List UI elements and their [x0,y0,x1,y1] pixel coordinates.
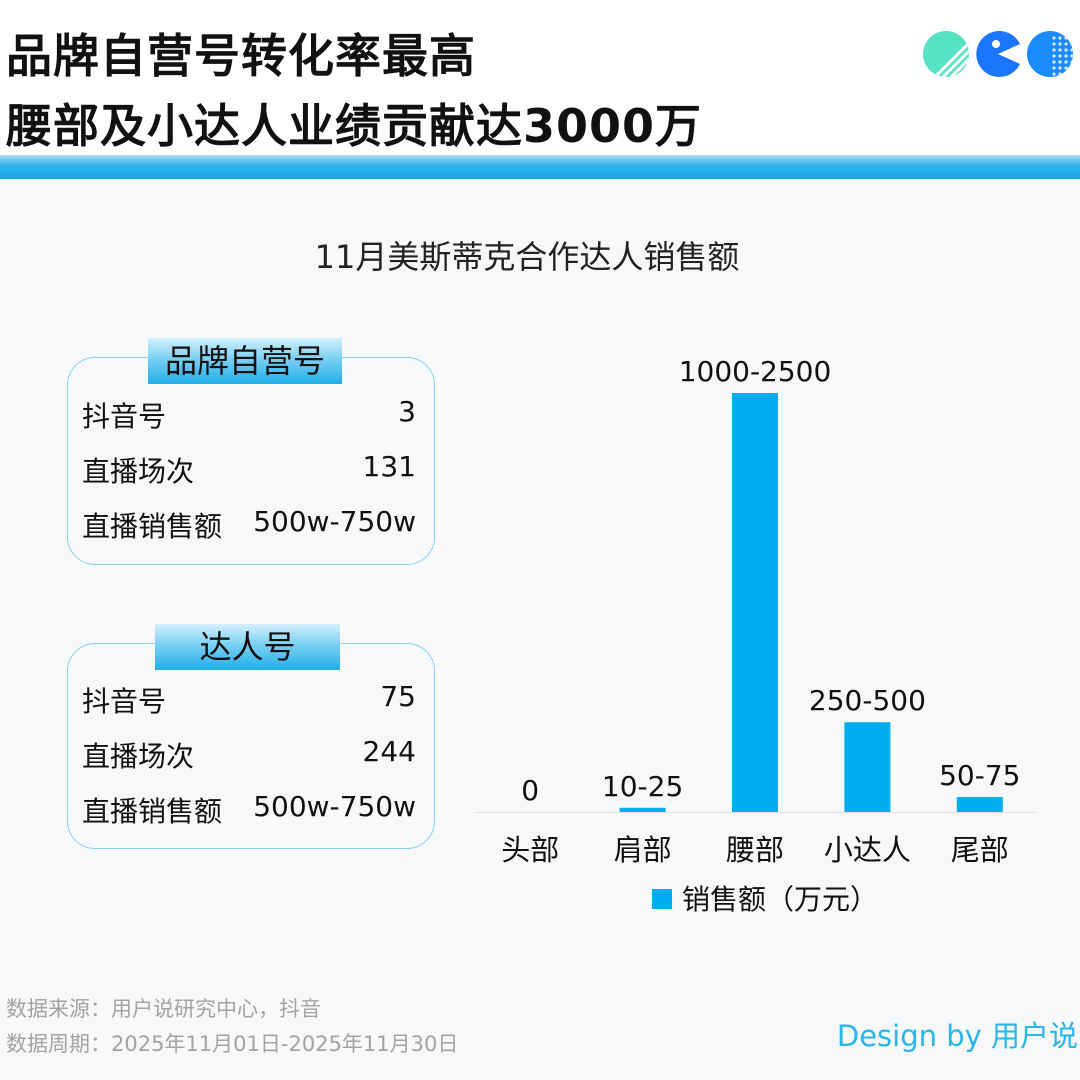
dotted-circle-logo-icon [1027,31,1073,77]
data-source-note: 数据来源：用户说研究中心，抖音 [6,997,321,1021]
brand-row-value: 3 [398,395,416,428]
design-credit: Design by 用户说 [836,1019,1078,1053]
header-divider-stripe [0,155,1080,179]
data-label: 1000-2500 [679,355,832,388]
brand-row-value: 500w-750w [253,505,416,538]
creator-row-value: 500w-750w [253,790,416,823]
bar [619,807,666,812]
data-period-note: 数据周期：2025年11月01日-2025年11月30日 [6,1032,459,1056]
creator-row-value: 75 [380,680,416,713]
brand-row-label: 抖音号 [82,400,167,433]
page-title-line-1: 品牌自营号转化率最高 [6,29,476,83]
brand-row-label: 直播场次 [82,455,195,488]
pacman-logo-icon [976,31,1020,77]
striped-circle-logo-icon [923,31,969,77]
brand-row-value: 131 [362,450,416,483]
x-tick-label: 尾部 [951,833,1009,867]
creator-row-value: 244 [362,735,416,768]
header: 品牌自营号转化率最高 腰部及小达人业绩贡献达3000万 [0,0,1080,155]
data-label: 50-75 [939,759,1020,792]
x-tick-label: 肩部 [614,833,672,867]
brand-account-card [67,357,435,565]
data-label: 250-500 [809,684,926,717]
chart-title: 11月美斯蒂克合作达人销售额 [314,238,740,276]
x-tick-label: 小达人 [824,833,911,867]
page-title-line-2: 腰部及小达人业绩贡献达3000万 [6,99,703,153]
brand-row-label: 直播销售额 [82,510,223,543]
creator-account-tag: 达人号 [155,624,340,670]
brand-account-tag: 品牌自营号 [148,338,342,384]
creator-row-label: 抖音号 [82,685,167,718]
legend-label: 销售额（万元） [682,883,879,916]
bar [844,722,891,812]
bar [732,393,778,812]
data-label: 10-25 [602,770,683,803]
x-tick-label: 腰部 [726,833,784,867]
legend-swatch [652,889,672,909]
creator-row-label: 直播场次 [82,740,195,773]
creator-row-label: 直播销售额 [82,795,223,828]
x-tick-label: 头部 [501,833,559,867]
data-label: 0 [521,774,539,807]
bar [956,797,1003,812]
